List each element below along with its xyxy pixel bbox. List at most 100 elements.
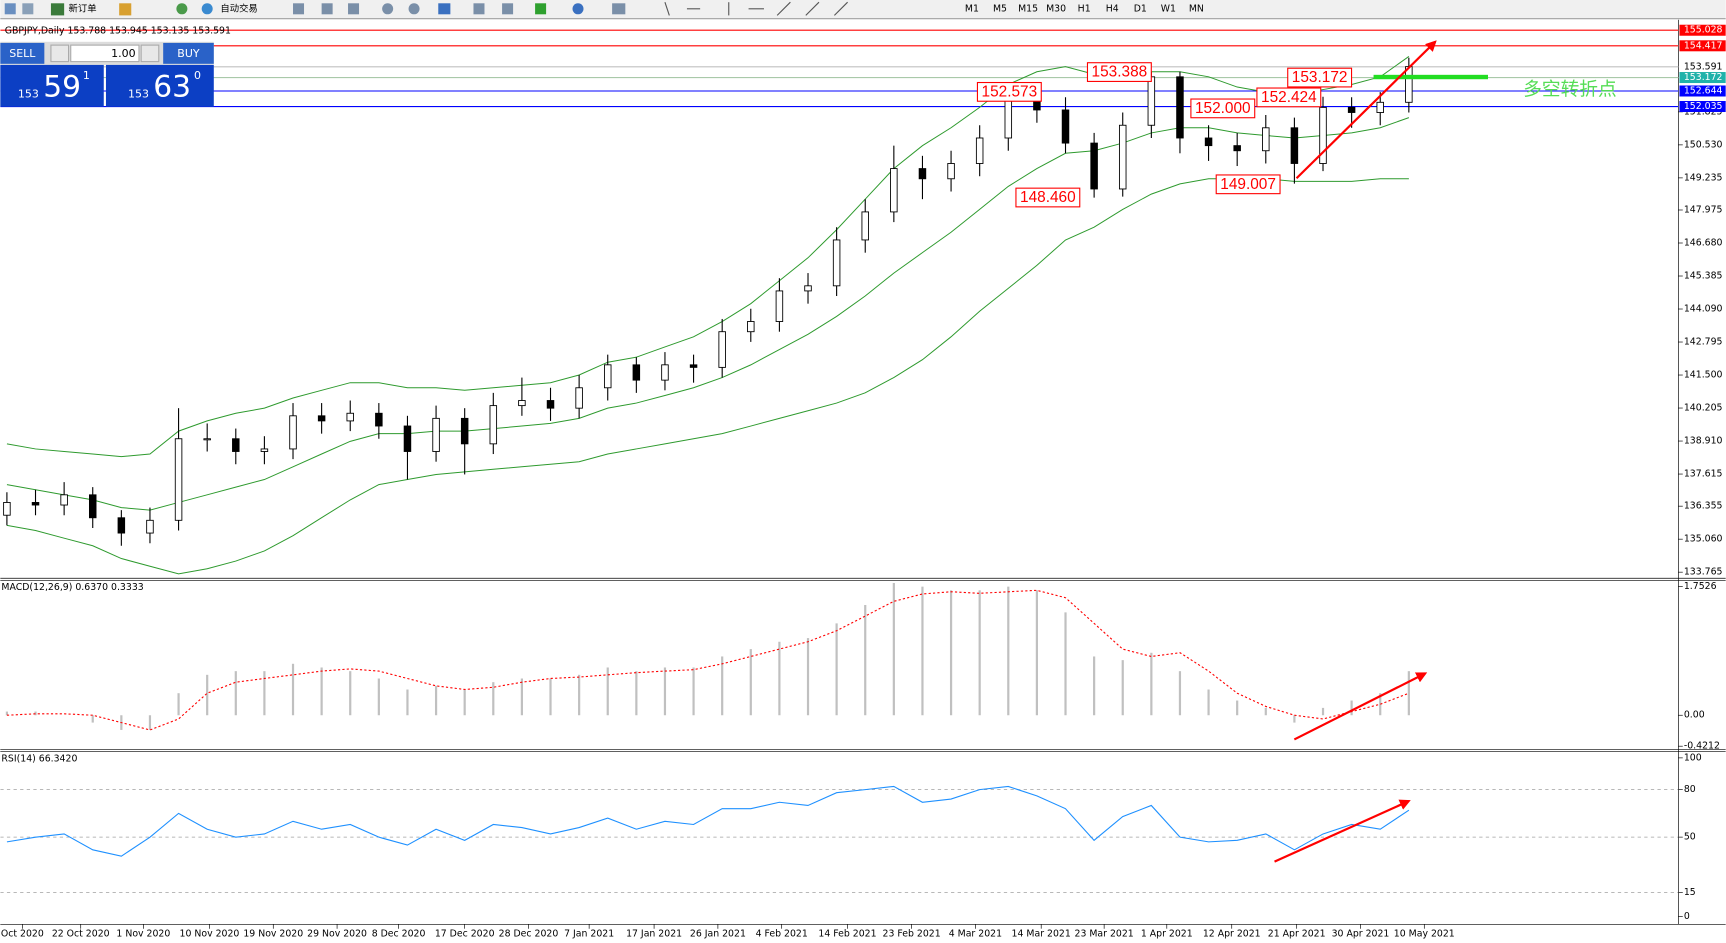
timeframe-button[interactable]: M30 (1046, 3, 1066, 14)
macd-bar (520, 678, 524, 716)
new-order-button[interactable]: 新订单 (69, 2, 97, 14)
buy-label[interactable]: BUY (177, 47, 200, 60)
sell-button[interactable] (0, 42, 45, 64)
candle-body (117, 517, 126, 534)
timeframe-button[interactable]: W1 (1161, 3, 1176, 14)
timeframe-button[interactable]: M5 (993, 3, 1007, 14)
macd-bar (549, 678, 552, 716)
timeframe-button[interactable]: M15 (1018, 3, 1038, 14)
sell-price-big[interactable]: 153 (18, 88, 39, 101)
x-tick-label: 17 Jan 2021 (626, 929, 682, 940)
macd-bar (377, 678, 380, 716)
candle-body (1147, 76, 1156, 126)
candle-body (1233, 145, 1241, 152)
sell-price-box[interactable] (0, 64, 104, 107)
price-annotation-box (1015, 187, 1081, 208)
tool-icon[interactable] (438, 3, 451, 15)
tool-icon[interactable] (502, 3, 514, 15)
buy-button[interactable] (163, 42, 214, 64)
x-tick-label: 12 Apr 2021 (1203, 929, 1261, 940)
tool-icon[interactable] (473, 3, 485, 15)
y-tick-label: 0 (1684, 911, 1690, 922)
macd-bar (635, 671, 638, 716)
buy-price-pips[interactable]: 63 (153, 70, 191, 105)
toolbar-icon[interactable] (176, 3, 188, 15)
x-tick-label: 28 Dec 2020 (499, 929, 559, 940)
price-level-label: 154.417 (1684, 40, 1723, 51)
macd-arrow (1293, 672, 1428, 741)
channel-tool[interactable] (805, 1, 820, 16)
buy-price-big[interactable]: 153 (128, 88, 149, 101)
buy-price-box[interactable] (105, 64, 214, 107)
macd-bar (406, 689, 409, 716)
tool-icon[interactable] (321, 3, 333, 15)
candle-body (747, 321, 755, 333)
macd-bar (1093, 656, 1096, 716)
tool-icon[interactable] (293, 3, 305, 15)
zoom-in[interactable] (382, 3, 394, 15)
x-tick-label: 19 Nov 2020 (243, 929, 303, 940)
lot-value[interactable]: 1.00 (111, 47, 136, 60)
toolbar-icon[interactable] (22, 3, 34, 15)
rsi-title: RSI(14) 66.3420 (1, 754, 77, 765)
price-annotation-box (1256, 87, 1322, 108)
fib-tool[interactable] (834, 1, 848, 16)
candle-body (861, 211, 869, 241)
pivot-line (1373, 74, 1488, 80)
macd-bar (434, 685, 438, 716)
timeframe-button[interactable]: D1 (1134, 3, 1147, 14)
candle-body (1004, 99, 1013, 139)
candle-body (203, 438, 211, 441)
price-annotation: 152.424 (1261, 89, 1317, 106)
trend-tool[interactable] (776, 1, 791, 16)
sell-label[interactable]: SELL (9, 47, 36, 60)
macd-bar (263, 671, 266, 716)
candle-body (346, 412, 354, 422)
cursor-tool[interactable] (664, 2, 670, 16)
x-tick-label: 14 Mar 2021 (1012, 929, 1071, 940)
zoom-out[interactable] (408, 3, 420, 15)
price-annotation-box (1287, 67, 1353, 88)
macd-bar (864, 605, 867, 716)
price-annotation: 153.388 (1092, 64, 1148, 81)
timeframe-button[interactable]: M1 (965, 3, 979, 14)
autotrade-button[interactable]: 自动交易 (220, 2, 257, 14)
candle-body (1376, 101, 1384, 113)
tool-icon[interactable] (348, 3, 360, 15)
price-level-label: 153.172 (1684, 72, 1723, 83)
lot-up[interactable] (140, 44, 160, 63)
timeframe-button[interactable]: MN (1189, 3, 1204, 14)
toolbar-icon[interactable] (4, 3, 16, 15)
autotrade-icon[interactable] (201, 3, 213, 15)
timeframe-button[interactable]: H4 (1106, 3, 1119, 14)
price-annotation: 152.000 (1195, 100, 1251, 117)
templates-icon[interactable] (612, 3, 626, 15)
buy-price-fraction[interactable]: 0 (194, 69, 201, 82)
lot-down[interactable] (50, 44, 70, 63)
indicators-icon[interactable] (535, 3, 547, 15)
candle-body (403, 425, 412, 452)
candle-body (1347, 106, 1356, 113)
candle-body (289, 415, 297, 450)
timeframe-button[interactable]: H1 (1078, 3, 1091, 14)
candle-body (432, 417, 440, 452)
toolbar-icon[interactable] (119, 3, 132, 16)
y-tick-label: 147.975 (1684, 204, 1723, 215)
macd-bar (1293, 715, 1296, 723)
candle-body (3, 502, 11, 516)
candle-body (489, 405, 498, 445)
periods-icon[interactable] (572, 3, 584, 15)
sell-price-pips[interactable]: 59 (43, 70, 81, 105)
macd-bar (1007, 586, 1010, 716)
candle-body (31, 502, 40, 506)
sell-price-fraction[interactable]: 1 (83, 69, 90, 82)
lot-input[interactable] (70, 44, 140, 63)
new-order-icon[interactable] (50, 3, 65, 16)
toolbar-tools (293, 3, 626, 15)
candle-body (88, 494, 97, 519)
macd-panel (5, 582, 1410, 731)
macd-bar (1379, 693, 1382, 716)
candle-body (890, 168, 898, 213)
candle-body (546, 400, 555, 409)
